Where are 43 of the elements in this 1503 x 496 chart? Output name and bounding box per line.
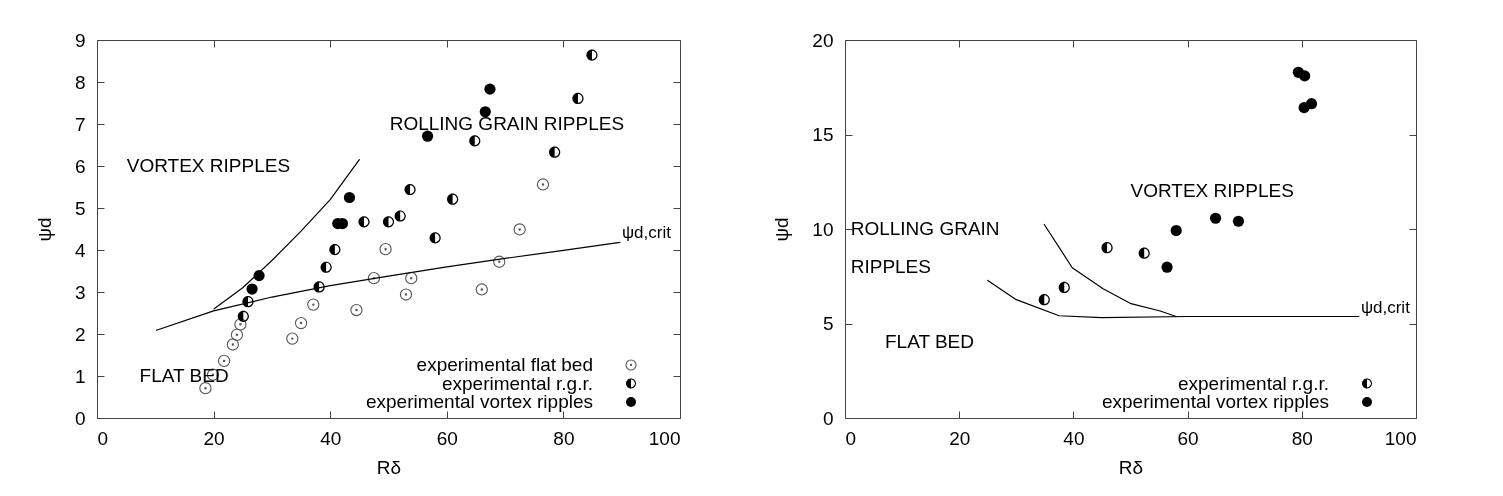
y-tick-label: 3 — [74, 281, 86, 303]
y-tick-label: 20 — [812, 29, 834, 51]
x-tick-label: 0 — [845, 427, 857, 449]
annotation: RIPPLES — [850, 255, 931, 277]
y-axis-title: ψd — [33, 217, 55, 242]
y-tick-label: 0 — [822, 407, 834, 429]
x-tick-label: 0 — [97, 427, 109, 449]
y-tick-label: 8 — [74, 71, 86, 93]
y-tick-label: 5 — [74, 197, 86, 219]
x-axis-title: Rδ — [1118, 456, 1144, 478]
x-tick-label: 80 — [1291, 427, 1313, 449]
x-axis-title: Rδ — [376, 456, 402, 478]
y-tick-label: 0 — [74, 407, 86, 429]
y-tick-label: 6 — [74, 155, 86, 177]
x-tick-label: 40 — [320, 427, 342, 449]
y-tick-label: 10 — [812, 218, 834, 240]
y-tick-label: 2 — [74, 323, 86, 345]
series-label: ψd,crit — [1360, 297, 1411, 317]
y-tick-label: 4 — [74, 239, 86, 261]
annotation: ROLLING GRAIN RIPPLES — [389, 112, 625, 134]
annotation: VORTEX RIPPLES — [126, 154, 291, 176]
annotation: ROLLING GRAIN — [850, 218, 1000, 239]
legend-label: experimental r.g.r. — [441, 372, 593, 394]
y-axis-title: ψd — [771, 217, 793, 242]
x-tick-label: 40 — [1063, 427, 1085, 449]
legend-label: experimental flat bed — [416, 354, 593, 375]
series-label: ψd,crit — [621, 223, 672, 243]
annotation: VORTEX RIPPLES — [1130, 180, 1294, 202]
y-tick-label: 15 — [812, 124, 834, 145]
y-tick-label: 5 — [822, 313, 834, 334]
annotation: FLAT BED — [884, 331, 975, 353]
legend-label: experimental r.g.r. — [1177, 372, 1329, 394]
y-tick-label: 1 — [74, 365, 86, 387]
y-tick-label: 7 — [74, 113, 86, 135]
x-tick-label: 20 — [203, 427, 225, 449]
x-tick-label: 20 — [949, 427, 971, 449]
annotation: FLAT BED — [139, 365, 229, 387]
x-tick-label: 100 — [648, 427, 681, 449]
x-tick-label: 100 — [1384, 427, 1417, 449]
y-tick-label: 9 — [74, 29, 86, 51]
x-tick-label: 80 — [553, 427, 575, 449]
x-tick-label: 60 — [436, 427, 458, 449]
x-tick-label: 60 — [1177, 427, 1199, 449]
